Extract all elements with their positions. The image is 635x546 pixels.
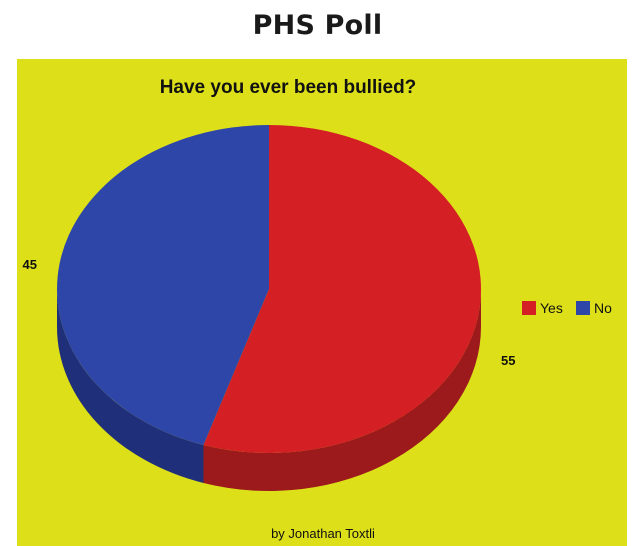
- chart-title: Have you ever been bullied?: [160, 77, 417, 98]
- pie-label-layer: 55 45: [23, 257, 516, 368]
- pie-slice-yes: [203, 125, 482, 453]
- pie-slice-side-no: [57, 289, 204, 483]
- legend-label-no: No: [594, 300, 612, 316]
- legend-label-yes: Yes: [540, 300, 563, 316]
- legend-swatch-yes: [522, 301, 536, 315]
- page-title: PHS Poll: [252, 10, 383, 41]
- pie-slice-no: [57, 125, 269, 445]
- credit-text: by Jonathan Toxtli: [271, 526, 375, 541]
- legend-swatch-no: [576, 301, 590, 315]
- data-label-yes: 55: [501, 353, 515, 368]
- legend: Yes No: [522, 300, 612, 316]
- pie-chart: Have you ever been bullied? 55 45 Yes No b…: [23, 77, 613, 541]
- pie-slice-side-yes: [203, 289, 482, 491]
- pie-side-layer: [57, 289, 482, 491]
- data-label-no: 45: [23, 257, 37, 272]
- pie-top-layer: [57, 125, 482, 453]
- chart-panel: Have you ever been bullied? 55 45 Yes No b…: [17, 59, 627, 546]
